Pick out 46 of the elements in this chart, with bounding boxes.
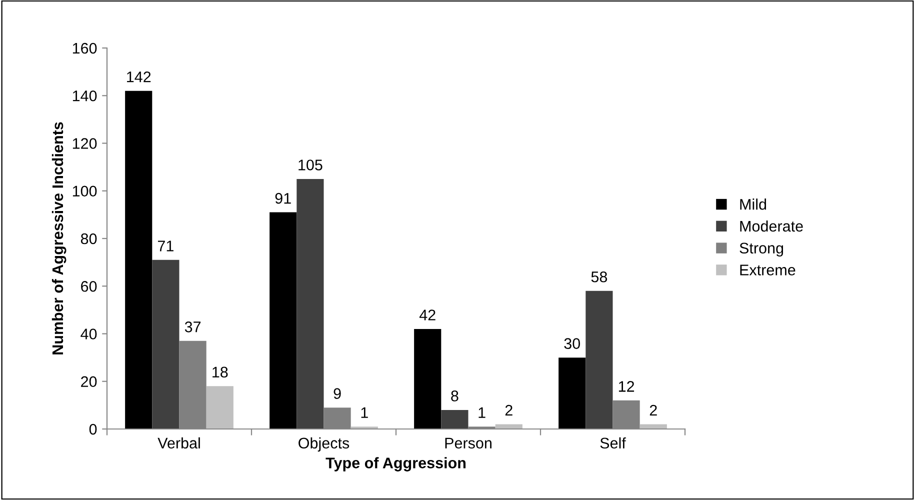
bar [441, 410, 468, 429]
data-label: 71 [158, 240, 174, 252]
bar [586, 290, 613, 429]
legend-label: Strong [740, 242, 784, 257]
x-axis-title: Type of Aggression [326, 457, 466, 472]
data-label: 18 [212, 366, 228, 378]
y-tick-label: 20 [81, 376, 97, 388]
bar [495, 424, 522, 429]
x-tick-label: Objects [298, 437, 350, 452]
y-tick-label: 160 [72, 42, 97, 54]
data-label: 2 [505, 404, 512, 416]
data-label: 30 [564, 338, 580, 349]
data-label: 1 [361, 407, 368, 418]
y-tick-label: 140 [72, 90, 97, 102]
legend-label: Mild [740, 198, 766, 210]
bar [270, 212, 297, 429]
y-tick-label: 100 [72, 186, 97, 197]
data-label: 105 [298, 160, 322, 170]
data-label: 58 [591, 271, 608, 282]
legend-label: Moderate [740, 220, 803, 232]
x-tick-label: Person [445, 438, 492, 449]
data-label: 12 [618, 381, 634, 392]
x-tick-label: Self [600, 437, 626, 449]
bar [152, 260, 180, 429]
y-tick-label: 40 [80, 328, 97, 340]
legend-label: Extreme [740, 264, 796, 276]
data-label: 91 [275, 192, 291, 204]
data-label: 142 [127, 71, 151, 82]
bar [414, 328, 442, 429]
y-tick-label: 60 [81, 280, 97, 292]
data-label: 1 [478, 407, 486, 418]
bar [125, 90, 152, 429]
data-label: 9 [334, 388, 341, 399]
data-label: 8 [451, 390, 458, 402]
x-tick-label: Verbal [158, 437, 200, 449]
bar [296, 178, 324, 429]
y-tick-label: 0 [89, 424, 97, 435]
bar [558, 358, 586, 429]
data-label: 2 [650, 404, 657, 416]
bar [206, 386, 234, 429]
y-tick-label: 80 [80, 233, 97, 244]
bar [640, 424, 667, 429]
y-axis-title: Number of Aggressive Incdients [52, 122, 66, 354]
data-label: 37 [184, 322, 201, 332]
y-tick-label: 120 [72, 138, 97, 149]
data-label: 42 [419, 310, 436, 320]
